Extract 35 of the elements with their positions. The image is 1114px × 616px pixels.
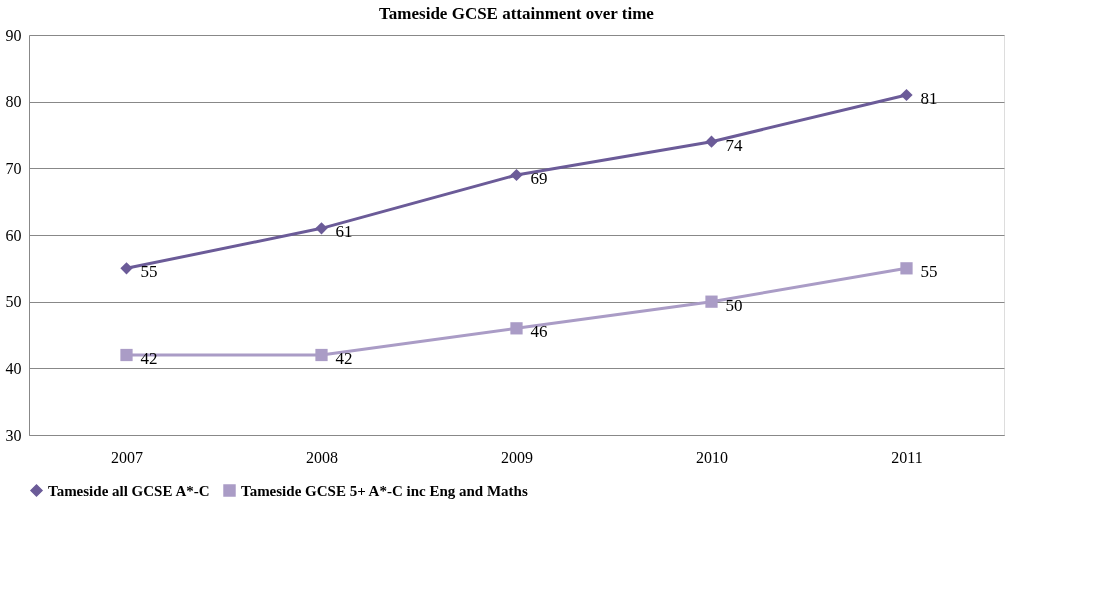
data-label: 42	[140, 349, 158, 368]
data-label: 69	[530, 169, 548, 188]
data-label: 42	[335, 349, 353, 368]
x-tick-label: 2009	[501, 448, 533, 466]
x-tick-label: 2010	[696, 448, 728, 466]
data-label: 74	[725, 135, 743, 155]
data-label: 55	[920, 262, 938, 282]
y-tick-label: 30	[5, 426, 22, 444]
data-label: 61	[335, 222, 353, 242]
data-label: 50	[725, 295, 743, 315]
y-tick-label: 70	[5, 159, 22, 177]
point	[315, 348, 328, 362]
data-label: 81	[920, 89, 938, 108]
y-tick-label: 90	[5, 26, 22, 44]
point	[510, 168, 523, 182]
legend-label: Tameside GCSE 5+ A*-C inc Eng and Maths	[241, 482, 528, 499]
y-tick-label: 40	[5, 359, 22, 377]
point	[900, 88, 913, 102]
point	[120, 348, 133, 362]
y-tick-label: 80	[5, 93, 22, 111]
x-tick-label: 2011	[891, 448, 923, 466]
point	[705, 135, 718, 148]
point	[510, 322, 523, 335]
point	[900, 262, 913, 275]
point	[315, 222, 328, 235]
data-label: 46	[530, 322, 548, 342]
x-tick-label: 2008	[306, 448, 338, 466]
point	[120, 262, 133, 275]
y-tick-label: 60	[5, 226, 22, 244]
x-tick-label: 2007	[111, 448, 143, 466]
point	[705, 295, 718, 308]
legend-label: Tameside all GCSE A*-C	[48, 482, 210, 499]
data-label: 55	[140, 262, 158, 282]
chart-title: Tameside GCSE attainment over time	[379, 4, 655, 23]
y-tick-label: 50	[5, 293, 22, 311]
